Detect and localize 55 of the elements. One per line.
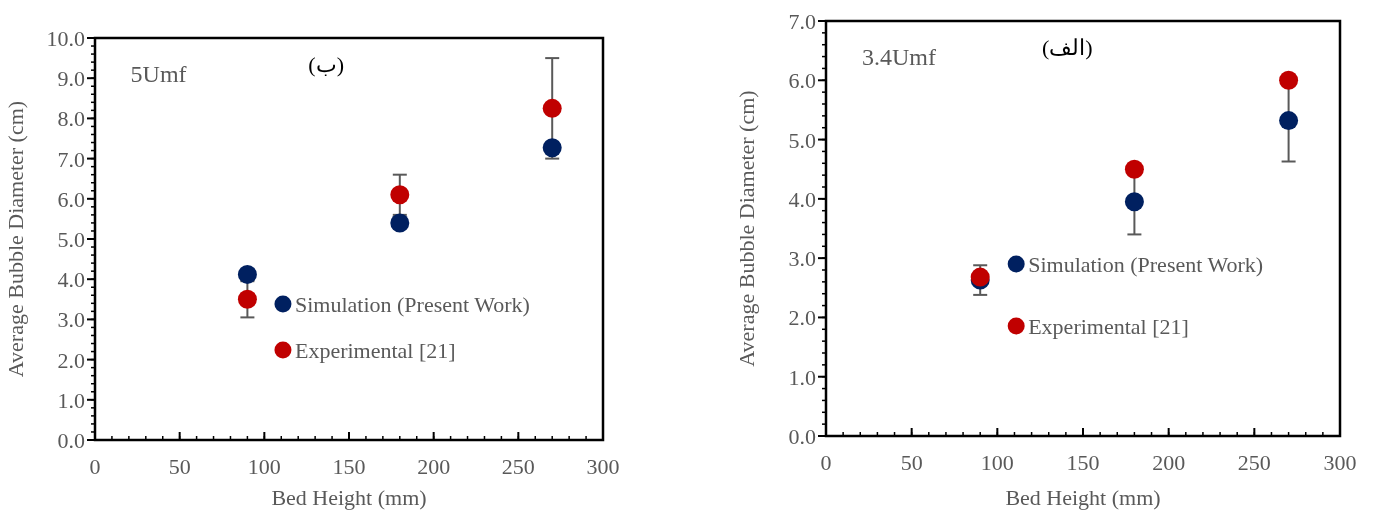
y-tick-label: 4.0: [57, 267, 85, 293]
legend-label: Simulation (Present Work): [1028, 252, 1264, 277]
y-tick-label: 8.0: [57, 106, 85, 132]
annotation: 3.4Umf: [861, 44, 936, 70]
y-tick-label: 6.0: [57, 186, 85, 212]
x-axis-title: Bed Height (mm): [1005, 485, 1161, 510]
x-tick-label: 0: [89, 454, 101, 479]
legend-label: Experimental [21]: [294, 338, 456, 363]
annotation: (الف): [1041, 35, 1093, 60]
x-tick-label: 200: [417, 454, 451, 479]
x-tick-label: 50: [168, 454, 191, 479]
point: [390, 185, 410, 205]
point: [237, 289, 257, 309]
y-axis-title: Average Bubble Diameter (cm): [734, 90, 759, 367]
x-tick-label: 250: [1237, 450, 1271, 475]
y-tick-label: 1.0: [57, 387, 85, 413]
y-tick-label: 0.0: [788, 424, 816, 449]
y-tick-label: 5.0: [57, 227, 85, 252]
point: [542, 98, 562, 118]
y-tick-label: 2.0: [57, 347, 85, 373]
point: [390, 213, 410, 233]
x-tick-label: 0: [820, 450, 832, 475]
y-tick-label: 0.0: [57, 428, 85, 453]
point: [1279, 70, 1299, 90]
y-tick-label: 9.0: [57, 66, 85, 92]
x-tick-label: 100: [980, 450, 1014, 475]
x-tick-label: 200: [1152, 450, 1186, 475]
point: [1124, 192, 1144, 212]
y-axis-title: Average Bubble Diameter (cm): [3, 100, 28, 378]
y-tick-label: 10.0: [46, 26, 85, 51]
x-tick-label: 50: [900, 450, 923, 475]
y-tick-label: 3.0: [57, 307, 85, 333]
x-tick-label: 150: [332, 454, 366, 479]
legend-label: Experimental [21]: [1028, 314, 1189, 339]
x-tick-label: 250: [501, 454, 535, 479]
annotation: 5Umf: [130, 61, 187, 87]
annotation: (ب): [308, 52, 345, 77]
y-tick-label: 2.0: [788, 305, 816, 331]
y-tick-label: 6.0: [788, 68, 816, 94]
point: [237, 264, 257, 284]
x-tick-label: 300: [586, 454, 620, 479]
y-tick-label: 3.0: [788, 246, 816, 272]
x-tick-label: 100: [247, 454, 281, 479]
y-tick-label: 1.0: [788, 364, 816, 390]
y-tick-label: 7.0: [57, 146, 85, 172]
point: [542, 138, 562, 158]
point: [1279, 111, 1299, 131]
x-tick-label: 150: [1066, 450, 1100, 475]
y-tick-label: 4.0: [788, 186, 816, 212]
y-tick-label: 5.0: [788, 127, 816, 153]
point: [1124, 159, 1144, 179]
y-tick-label: 7.0: [788, 9, 816, 34]
x-axis-title: Bed Height (mm): [271, 485, 427, 510]
legend-label: Simulation (Present Work): [294, 292, 530, 317]
x-tick-label: 300: [1323, 450, 1357, 475]
